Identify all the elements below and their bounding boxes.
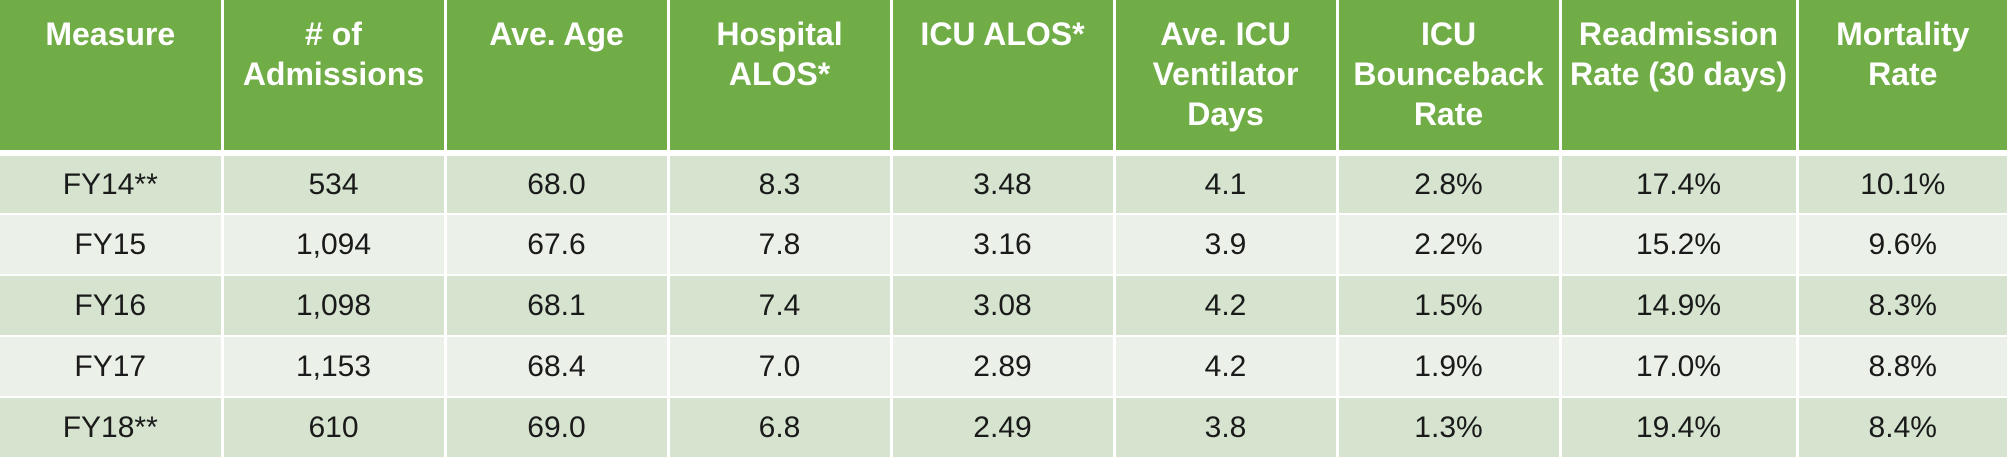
header-measure: Measure <box>0 0 224 156</box>
cell-ave-age: 67.6 <box>445 214 670 276</box>
cell-measure: FY15 <box>0 214 224 276</box>
table-row: FY16 1,098 68.1 7.4 3.08 4.2 1.5% 14.9% … <box>0 275 2007 337</box>
cell-readmission-rate: 19.4% <box>1560 397 1799 459</box>
cell-admissions: 1,094 <box>222 214 447 276</box>
cell-ave-age: 69.0 <box>445 397 670 459</box>
cell-measure: FY16 <box>0 275 224 337</box>
cell-admissions: 534 <box>222 153 447 215</box>
cell-ventilator-days: 3.8 <box>1114 397 1339 459</box>
table-row: FY18** 610 69.0 6.8 2.49 3.8 1.3% 19.4% … <box>0 397 2007 459</box>
cell-admissions: 1,098 <box>222 275 447 337</box>
header-icu-alos: ICU ALOS* <box>891 0 1116 156</box>
data-table-container: Measure # of Admissions Ave. Age Hospita… <box>0 0 2007 459</box>
cell-bounceback-rate: 1.5% <box>1337 275 1562 337</box>
cell-readmission-rate: 15.2% <box>1560 214 1799 276</box>
cell-measure: FY17 <box>0 336 224 398</box>
cell-hospital-alos: 7.4 <box>668 275 893 337</box>
table-row: FY15 1,094 67.6 7.8 3.16 3.9 2.2% 15.2% … <box>0 214 2007 276</box>
header-ventilator-days: Ave. ICU Ventilator Days <box>1114 0 1339 156</box>
cell-bounceback-rate: 2.2% <box>1337 214 1562 276</box>
cell-bounceback-rate: 1.9% <box>1337 336 1562 398</box>
cell-bounceback-rate: 1.3% <box>1337 397 1562 459</box>
cell-hospital-alos: 6.8 <box>668 397 893 459</box>
header-mortality-rate: Mortality Rate <box>1797 0 2007 156</box>
table-body: FY14** 534 68.0 8.3 3.48 4.1 2.8% 17.4% … <box>0 153 2007 459</box>
cell-mortality-rate: 9.6% <box>1797 214 2007 276</box>
cell-bounceback-rate: 2.8% <box>1337 153 1562 215</box>
cell-hospital-alos: 8.3 <box>668 153 893 215</box>
cell-admissions: 610 <box>222 397 447 459</box>
cell-icu-alos: 2.49 <box>891 397 1116 459</box>
cell-hospital-alos: 7.8 <box>668 214 893 276</box>
cell-admissions: 1,153 <box>222 336 447 398</box>
table-header: Measure # of Admissions Ave. Age Hospita… <box>0 0 2007 156</box>
cell-ventilator-days: 4.2 <box>1114 275 1339 337</box>
cell-measure: FY14** <box>0 153 224 215</box>
header-admissions: # of Admissions <box>222 0 447 156</box>
cell-ave-age: 68.0 <box>445 153 670 215</box>
cell-ave-age: 68.4 <box>445 336 670 398</box>
header-bounceback-rate: ICU Bounceback Rate <box>1337 0 1562 156</box>
cell-hospital-alos: 7.0 <box>668 336 893 398</box>
cell-measure: FY18** <box>0 397 224 459</box>
table-row: FY17 1,153 68.4 7.0 2.89 4.2 1.9% 17.0% … <box>0 336 2007 398</box>
cell-ventilator-days: 3.9 <box>1114 214 1339 276</box>
cell-icu-alos: 3.48 <box>891 153 1116 215</box>
header-row: Measure # of Admissions Ave. Age Hospita… <box>0 0 2007 156</box>
cell-ave-age: 68.1 <box>445 275 670 337</box>
cell-ventilator-days: 4.1 <box>1114 153 1339 215</box>
cell-ventilator-days: 4.2 <box>1114 336 1339 398</box>
cell-readmission-rate: 17.0% <box>1560 336 1799 398</box>
cell-icu-alos: 2.89 <box>891 336 1116 398</box>
cell-mortality-rate: 10.1% <box>1797 153 2007 215</box>
cell-mortality-rate: 8.3% <box>1797 275 2007 337</box>
header-ave-age: Ave. Age <box>445 0 670 156</box>
cell-readmission-rate: 14.9% <box>1560 275 1799 337</box>
cell-mortality-rate: 8.8% <box>1797 336 2007 398</box>
cell-mortality-rate: 8.4% <box>1797 397 2007 459</box>
header-hospital-alos: Hospital ALOS* <box>668 0 893 156</box>
header-readmission-rate: Readmission Rate (30 days) <box>1560 0 1799 156</box>
table-row: FY14** 534 68.0 8.3 3.48 4.1 2.8% 17.4% … <box>0 153 2007 215</box>
cell-icu-alos: 3.16 <box>891 214 1116 276</box>
cell-icu-alos: 3.08 <box>891 275 1116 337</box>
cell-readmission-rate: 17.4% <box>1560 153 1799 215</box>
measures-table: Measure # of Admissions Ave. Age Hospita… <box>0 0 2007 459</box>
